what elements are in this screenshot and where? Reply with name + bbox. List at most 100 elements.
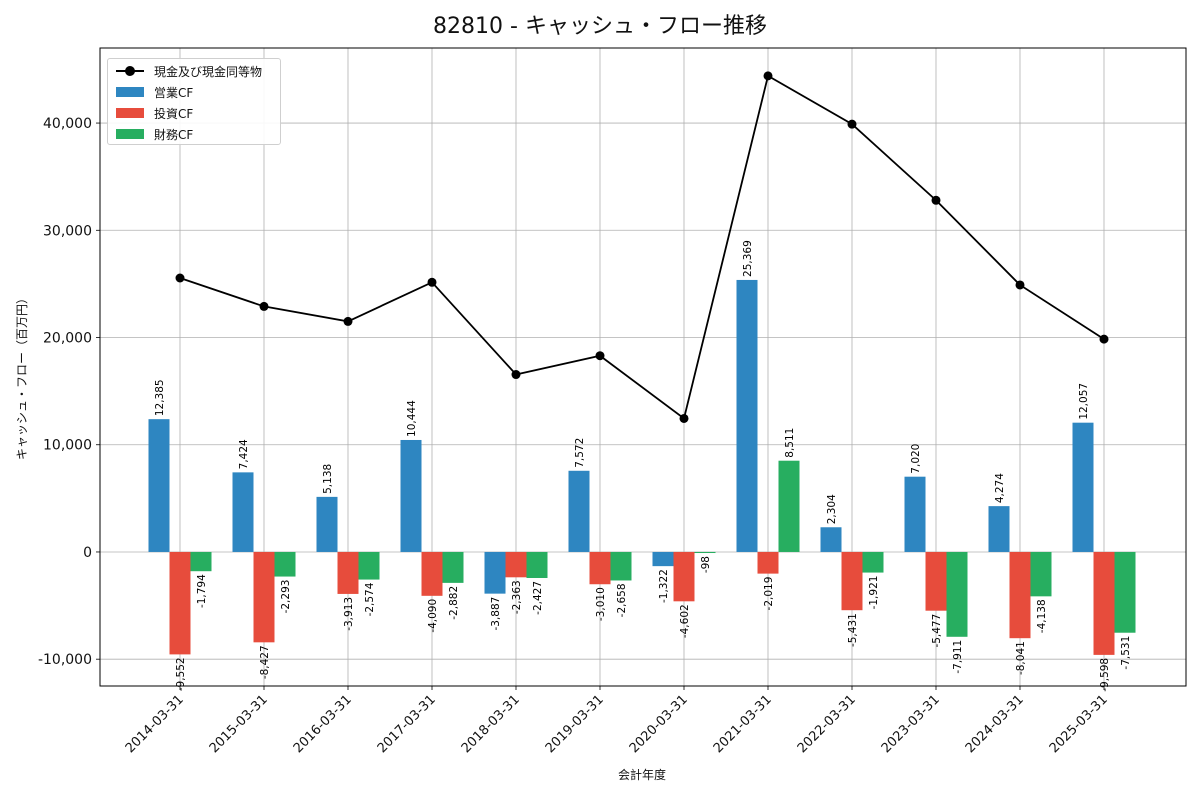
bar-financing [946, 551, 968, 637]
x-tick-label: 2019-03-31 [543, 692, 607, 756]
bar-label-operating: 25,369 [742, 240, 754, 277]
bar-label-financing: 8,511 [784, 428, 796, 458]
bar-label-operating: -3,887 [490, 597, 502, 631]
x-tick-label: 2016-03-31 [291, 692, 355, 756]
bar-label-investing: -4,090 [427, 599, 439, 633]
legend-line-marker [116, 65, 144, 77]
x-tick-label: 2014-03-31 [123, 692, 187, 756]
bar-investing [841, 551, 863, 611]
bar-operating [652, 551, 674, 567]
x-tick-label: 2020-03-31 [627, 692, 691, 756]
bar-label-operating: 4,274 [994, 473, 1006, 503]
bar-operating [988, 506, 1010, 552]
bar-financing [526, 551, 548, 578]
x-tick-label: 2021-03-31 [711, 692, 775, 756]
bar-label-operating: 10,444 [406, 400, 418, 437]
bar-investing [757, 551, 779, 574]
cash-point [763, 71, 773, 81]
bar-label-investing: -3,010 [595, 587, 607, 621]
bar-label-investing: -8,427 [259, 645, 271, 679]
bar-label-investing: -4,602 [679, 604, 691, 638]
bar-investing [421, 551, 443, 596]
bar-label-investing: -9,552 [175, 657, 187, 691]
x-tick-label: 2023-03-31 [879, 692, 943, 756]
bar-label-financing: -2,427 [532, 581, 544, 615]
bar-operating [736, 279, 758, 552]
bar-label-financing: -2,882 [448, 586, 460, 620]
legend: 現金及び現金同等物 営業CF 投資CF 財務CF [107, 58, 281, 145]
bar-label-operating: 5,138 [322, 464, 334, 494]
bar-label-operating: 7,424 [238, 439, 250, 469]
y-tick-label: 40,000 [43, 116, 92, 132]
bar-financing [358, 551, 380, 580]
bar-label-operating: 12,385 [154, 379, 166, 416]
bar-investing [169, 551, 191, 655]
y-tick-label: 30,000 [43, 223, 92, 239]
bar-label-financing: -2,293 [280, 580, 292, 614]
legend-swatch-financing [116, 129, 144, 139]
cash-point [595, 351, 605, 361]
bar-operating [1072, 422, 1094, 552]
bar-financing [778, 460, 800, 552]
bar-financing [1030, 551, 1052, 597]
x-tick-label: 2017-03-31 [375, 692, 439, 756]
x-tick-label: 2025-03-31 [1047, 692, 1111, 756]
chart-title: 82810 - キャッシュ・フロー推移 [433, 14, 767, 39]
plot-frame [99, 47, 1187, 687]
bar-investing [337, 551, 359, 594]
bar-financing [610, 551, 632, 581]
bar-label-financing: -98 [700, 556, 712, 573]
y-tick-label: 0 [83, 545, 92, 561]
bar-label-investing: -9,598 [1099, 658, 1111, 692]
bar-operating [820, 527, 842, 552]
cash-point [847, 119, 857, 129]
bar-label-investing: -3,913 [343, 597, 355, 631]
bar-label-operating: -1,322 [658, 569, 670, 603]
bar-label-operating: 7,572 [574, 438, 586, 468]
cash-point [343, 316, 353, 326]
legend-label-investing: 投資CF [154, 106, 194, 121]
x-tick-label: 2024-03-31 [963, 692, 1027, 756]
bar-label-investing: -5,477 [931, 614, 943, 648]
bar-financing [274, 551, 296, 577]
bar-label-financing: -1,794 [196, 574, 208, 608]
y-tick-label: 20,000 [43, 331, 92, 347]
bar-investing [1009, 551, 1031, 639]
bar-investing [925, 551, 947, 611]
x-tick-label: 2018-03-31 [459, 692, 523, 756]
bar-investing [589, 551, 611, 585]
bar-label-financing: -7,911 [952, 640, 964, 674]
x-axis-label: 会計年度 [617, 768, 666, 782]
cash-point [931, 195, 941, 205]
cash-point [1099, 334, 1109, 344]
bar-operating [316, 496, 338, 552]
y-tick-label: -10,000 [38, 652, 92, 668]
cash-line [179, 74, 1105, 421]
legend-item-cash: 現金及び現金同等物 [116, 61, 262, 81]
bar-financing [190, 551, 212, 572]
legend-swatch-operating [116, 87, 144, 97]
bar-investing [505, 551, 527, 578]
bar-label-investing: -8,041 [1015, 641, 1027, 675]
bar-operating [484, 551, 506, 594]
legend-label-financing: 財務CF [154, 127, 194, 142]
bar-financing [442, 551, 464, 583]
legend-label-cash: 現金及び現金同等物 [154, 64, 263, 79]
legend-item-financing: 財務CF [116, 124, 193, 144]
bar-investing [1093, 551, 1115, 655]
cash-point [427, 277, 437, 287]
y-axis-label: キャッシュ・フロー（百万円） [15, 292, 29, 460]
bar-label-financing: -4,138 [1036, 599, 1048, 633]
bar-operating [232, 472, 254, 552]
bar-operating [148, 419, 170, 552]
bar-operating [400, 439, 422, 552]
bar-investing [253, 551, 275, 643]
bar-label-investing: -2,019 [763, 577, 775, 611]
bar-financing [862, 551, 884, 573]
legend-label-operating: 営業CF [154, 85, 194, 100]
bar-label-operating: 12,057 [1078, 383, 1090, 420]
y-tick-label: 10,000 [43, 438, 92, 454]
cash-point [679, 413, 689, 423]
x-tick-label: 2022-03-31 [795, 692, 859, 756]
cash-point [175, 273, 185, 283]
